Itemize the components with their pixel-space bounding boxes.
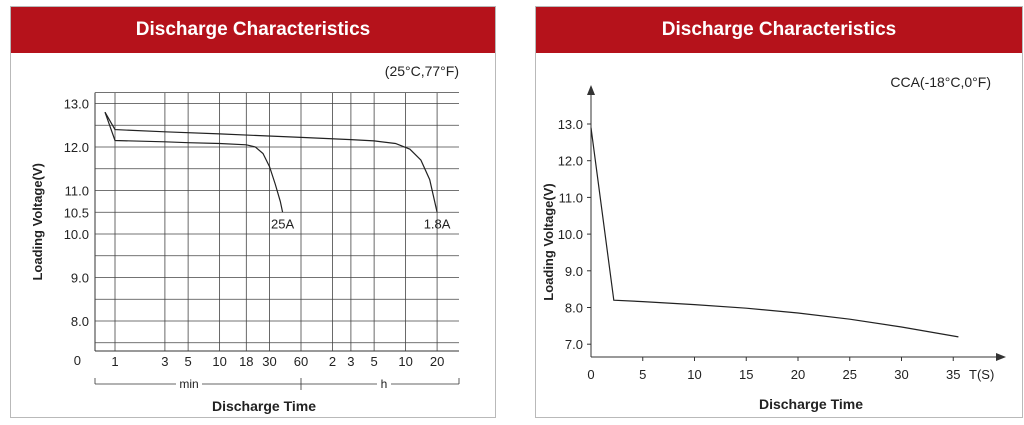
y-axis-arrow (587, 85, 595, 95)
x-tick-label: 30 (262, 354, 276, 369)
y-tick-label: 10.0 (64, 227, 89, 242)
x-tick-label: 1 (111, 354, 118, 369)
y-tick-label: 12.0 (558, 154, 583, 169)
x-tick-label: 5 (184, 354, 191, 369)
temperature-annotation: (25°C,77°F) (385, 63, 459, 79)
left-discharge-chart: 13.012.011.010.510.09.08.00 1 3 5 10 18 30 60 2 3… (30, 63, 460, 414)
y-tick-label: 13.0 (558, 117, 583, 132)
y-tick-label: 10.5 (64, 205, 89, 220)
right-chart-panel: Discharge Characteristics 7.0 8.0 9.0 10.0 1… (535, 6, 1023, 418)
x-tick-label: 2 (329, 354, 336, 369)
y-tick-label: 9.0 (71, 271, 89, 286)
x-tick-label: 5 (370, 354, 377, 369)
y-tick-label: 7.0 (565, 337, 583, 352)
unit-label-background (377, 377, 391, 391)
y-axis-title: Loading Voltage(V) (30, 163, 45, 280)
x-tick-label: 10 (398, 354, 412, 369)
x-tick-label: 0 (587, 367, 594, 382)
series-label-1.8A: 1.8A (424, 216, 451, 231)
y-tick-label: 8.0 (565, 301, 583, 316)
series-label-25A: 25A (271, 216, 294, 231)
x-axis-arrow (996, 353, 1006, 361)
y-tick-label: 12.0 (64, 140, 89, 155)
x-axis-title: Discharge Time (212, 398, 316, 414)
unit-label-background (176, 377, 202, 391)
x-tick-label: 20 (430, 354, 444, 369)
x-unit-label: T(S) (969, 367, 994, 382)
right-chart-title: Discharge Characteristics (536, 7, 1022, 53)
x-tick-label: 60 (294, 354, 308, 369)
left-chart-title: Discharge Characteristics (11, 7, 495, 53)
y-zero-label: 0 (74, 353, 81, 368)
x-tick-label: 35 (946, 367, 960, 382)
x-tick-label: 15 (739, 367, 753, 382)
y-tick-label: 8.0 (71, 314, 89, 329)
x-tick-label: 20 (791, 367, 805, 382)
y-tick-label: 13.0 (64, 97, 89, 112)
y-tick-label: 11.0 (559, 190, 583, 205)
x-tick-label: 3 (161, 354, 168, 369)
x-tick-label: 10 (212, 354, 226, 369)
x-tick-label: 25 (843, 367, 857, 382)
y-tick-label: 10.0 (558, 227, 583, 242)
x-tick-label: 5 (639, 367, 646, 382)
cca-annotation: CCA(-18°C,0°F) (890, 74, 991, 90)
series-line-1.8A (104, 111, 438, 213)
y-tick-label: 9.0 (565, 264, 583, 279)
x-unit-min-label: min (179, 377, 198, 391)
right-cca-chart: 7.0 8.0 9.0 10.0 11.0 12.0 13.0 0 5 10 15 20 25 30 35 T… (541, 74, 1006, 412)
x-tick-label: 3 (347, 354, 354, 369)
x-tick-label: 18 (239, 354, 253, 369)
series-line-25A (104, 112, 284, 213)
x-tick-label: 10 (687, 367, 701, 382)
left-chart-panel: Discharge Characteristics 13.0 12.0 11.0 10… (10, 6, 496, 418)
y-tick-label: 11.0 (65, 184, 89, 199)
cca-series-line (590, 127, 959, 338)
x-tick-label: 30 (894, 367, 908, 382)
x-axis-title: Discharge Time (759, 396, 863, 412)
x-unit-h-label: h (381, 377, 388, 391)
y-axis-title: Loading Voltage(V) (541, 183, 556, 300)
